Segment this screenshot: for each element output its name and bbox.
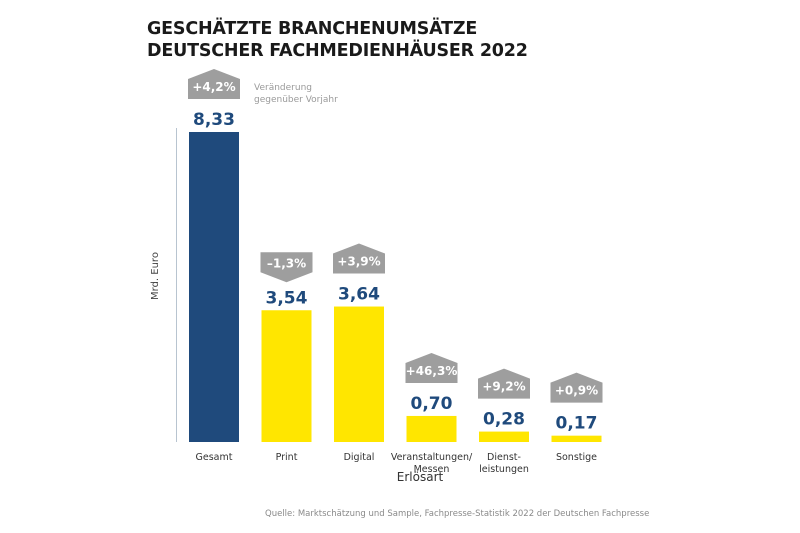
change-badge-4 (478, 368, 530, 399)
bar-3 (406, 415, 457, 442)
change-label-3: +46,3% (406, 364, 458, 378)
change-label-4: +9,2% (482, 380, 525, 394)
y-axis-line (176, 128, 177, 442)
value-label-5: 0,17 (556, 414, 598, 434)
bar-2 (334, 306, 384, 442)
bar-5 (551, 435, 602, 442)
chart-title: GESCHÄTZTE BRANCHENUMSÄTZE DEUTSCHER FAC… (147, 18, 528, 62)
bar-0 (189, 132, 239, 442)
category-label-3-1: Messen (414, 464, 450, 475)
chart-title-line-2: DEUTSCHER FACHMEDIENHÄUSER 2022 (147, 41, 528, 61)
value-label-1: 3,54 (266, 288, 308, 308)
value-label-0: 8,33 (193, 110, 235, 130)
change-badge-0 (188, 69, 240, 99)
change-legend-line-1: Veränderung (254, 83, 312, 93)
category-label-0-0: Gesamt (196, 452, 233, 463)
change-legend: Veränderung gegenüber Vorjahr (254, 82, 338, 106)
change-badge-2 (333, 243, 385, 274)
category-label-1-0: Print (276, 452, 298, 463)
value-label-3: 0,70 (411, 394, 453, 414)
change-badge-5 (550, 372, 603, 403)
change-label-2: +3,9% (337, 255, 380, 269)
bar-1 (261, 310, 312, 442)
source-note: Quelle: Marktschätzung und Sample, Fachp… (265, 509, 650, 519)
change-label-5: +0,9% (555, 384, 598, 398)
value-label-4: 0,28 (483, 410, 525, 430)
category-label-5-0: Sonstige (556, 452, 597, 463)
category-label-4-1: leistungen (479, 464, 529, 475)
value-label-2: 3,64 (338, 285, 380, 305)
x-axis-label: Erlösart (396, 470, 444, 484)
change-badge-3 (405, 352, 458, 383)
category-label-2-0: Digital (344, 452, 375, 463)
change-badge-1 (260, 252, 313, 283)
change-label-0: +4,2% (192, 80, 235, 94)
bar-4 (479, 431, 529, 442)
category-label-3-0: Veranstaltungen/ (391, 452, 473, 463)
category-label-4-0: Dienst- (487, 452, 521, 463)
chart-title-line-1: GESCHÄTZTE BRANCHENUMSÄTZE (147, 19, 478, 39)
change-legend-line-2: gegenüber Vorjahr (254, 95, 338, 105)
change-label-1: –1,3% (267, 256, 306, 270)
